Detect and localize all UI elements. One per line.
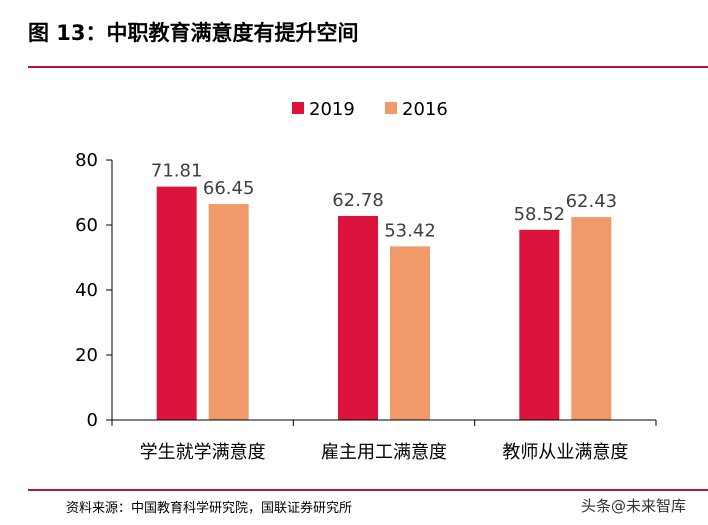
- legend-label: 2019: [309, 99, 355, 120]
- y-tick-label: 80: [75, 150, 98, 171]
- y-axis: 0 20 40 60 80: [75, 150, 113, 431]
- y-tick-label: 0: [87, 410, 98, 431]
- bar: [571, 217, 612, 420]
- watermark: 头条@未来智库: [580, 497, 686, 515]
- bar: [390, 246, 430, 420]
- bar-series: 71.81 62.78 58.52 66.45 53.42 62.43: [151, 161, 617, 420]
- x-axis: 学生就学满意度 雇主用工满意度 教师从业满意度: [111, 419, 657, 463]
- legend-swatch: [385, 102, 397, 114]
- title-divider: [28, 66, 708, 68]
- legend-swatch: [292, 102, 304, 114]
- data-label: 58.52: [514, 204, 566, 225]
- bar: [208, 204, 249, 420]
- data-label: 66.45: [203, 178, 255, 199]
- bar-chart: 2019 2016 0 20 40 60 80 71.81 62.78 58.52 66.45 5…: [75, 99, 657, 463]
- data-label: 62.43: [566, 191, 618, 212]
- bar: [338, 215, 378, 420]
- data-label: 62.78: [332, 190, 384, 211]
- x-category-label: 教师从业满意度: [502, 442, 628, 463]
- y-tick-label: 60: [75, 215, 98, 236]
- bar: [156, 186, 197, 420]
- legend-label: 2016: [402, 99, 448, 120]
- y-tick-label: 40: [75, 280, 98, 301]
- x-category-label: 学生就学满意度: [140, 442, 266, 463]
- legend: 2019 2016: [292, 99, 448, 120]
- source-note: 资料来源：中国教育科学研究院，国联证券研究所: [66, 501, 353, 516]
- x-category-label: 雇主用工满意度: [321, 442, 447, 463]
- data-label: 53.42: [384, 220, 436, 241]
- y-tick-label: 20: [75, 345, 98, 366]
- data-label: 71.81: [151, 161, 203, 182]
- page-title: 图 13：中职教育满意度有提升空间: [28, 21, 359, 45]
- bar: [519, 229, 560, 420]
- footer-divider: [28, 489, 708, 491]
